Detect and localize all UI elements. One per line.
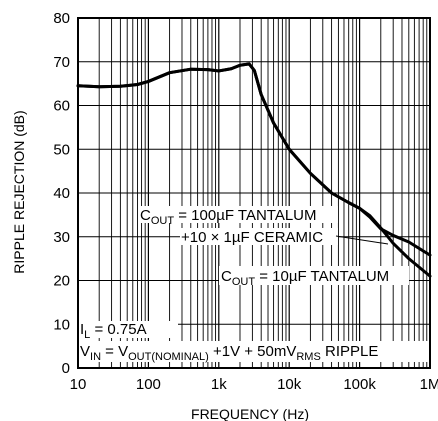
y-tick-label: 60 [53,98,70,115]
y-tick-label: 80 [53,10,70,27]
series-label-100u-line2: +10 × 1µF CERAMIC [181,229,323,246]
y-tick-label: 40 [53,185,70,202]
label-100u-bg [138,206,338,223]
label-10u-bg [219,266,409,285]
y-tick-label: 70 [53,54,70,71]
x-tick-label: 1M [420,376,438,393]
grid [78,18,430,368]
y-tick-label: 50 [53,141,70,158]
condition-input-voltage: VIN = VOUT(NOMINAL) +1V + 50mVRMS RIPPLE [80,343,378,363]
x-axis-label: FREQUENCY (Hz) [191,406,309,421]
y-tick-label: 30 [53,229,70,246]
cond-vin-bg [78,341,431,362]
y-tick-label: 20 [53,273,70,290]
cond-il-bg [78,321,178,338]
y-tick-label: 10 [53,316,70,333]
x-tick-label: 10k [277,376,302,393]
plot-border [77,17,431,369]
label-100u-bg2 [180,228,338,245]
series-label-100u-line1: COUT = 100µF TANTALUM [140,207,317,227]
series-line-2 [76,62,432,278]
series-line-1 [76,62,432,257]
x-tick-label: 1k [211,376,227,393]
y-tick-label: 0 [62,360,70,377]
series-label-10u: COUT = 10µF TANTALUM [221,268,389,288]
x-tick-label: 100k [343,376,376,393]
series-group [76,62,432,278]
x-tick-label: 10 [70,376,87,393]
condition-load-current: IL = 0.75A [80,321,147,341]
y-axis-label: RIPPLE REJECTION (dB) [11,110,27,273]
x-tick-label: 100 [136,376,161,393]
leader-100u [335,235,389,245]
